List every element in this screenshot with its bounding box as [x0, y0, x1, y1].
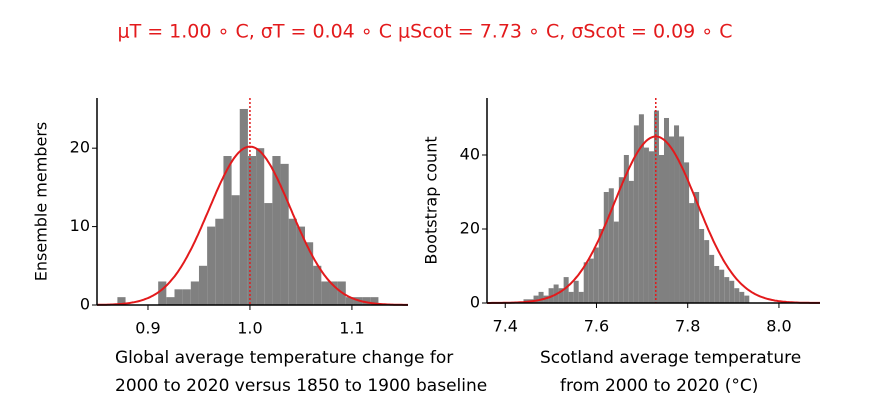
- x-tick-label: 7.8: [675, 317, 700, 336]
- fit-curve: [96, 145, 408, 306]
- y-axis-label: Ensemble members: [32, 122, 51, 281]
- bar: [689, 203, 695, 303]
- bar: [174, 289, 183, 305]
- bar: [223, 156, 232, 305]
- bar: [370, 297, 379, 305]
- y-tick-label: 40: [460, 144, 480, 163]
- x-axis-label: 2000 to 2020 versus 1850 to 1900 baselin…: [115, 376, 487, 396]
- bar: [272, 156, 281, 305]
- x-tick-label: 7.6: [584, 317, 609, 336]
- bar: [684, 162, 690, 303]
- bar: [578, 291, 584, 303]
- bar: [623, 154, 629, 303]
- bar: [247, 156, 257, 305]
- bar: [533, 295, 539, 303]
- fit-curve: [487, 135, 820, 304]
- bar: [739, 291, 745, 303]
- x-tick-label: 8.0: [766, 317, 791, 336]
- bar: [679, 136, 685, 303]
- y-tick-label: 0: [470, 293, 480, 312]
- bar: [744, 295, 750, 303]
- bar: [663, 117, 670, 303]
- y-tick-label: 0: [80, 295, 90, 314]
- bar: [207, 226, 216, 305]
- x-axis-label: Global average temperature change for: [115, 348, 453, 368]
- bar: [633, 125, 639, 303]
- bar: [166, 297, 175, 305]
- y-axis-label: Bootstrap count: [422, 136, 441, 264]
- bar: [190, 281, 199, 305]
- bar: [704, 240, 710, 303]
- y-tick-label: 20: [460, 218, 480, 237]
- bar: [674, 125, 680, 303]
- bar: [198, 265, 208, 305]
- bar: [568, 291, 574, 303]
- bar: [215, 218, 224, 305]
- bar: [280, 163, 289, 305]
- bar: [593, 247, 599, 303]
- bar: [558, 288, 564, 303]
- bar: [158, 281, 167, 305]
- bar: [719, 269, 725, 303]
- x-axis-label: Scotland average temperature: [540, 348, 801, 368]
- bar: [709, 254, 715, 303]
- bar: [573, 280, 579, 303]
- bar: [658, 154, 664, 303]
- bar: [648, 151, 654, 303]
- bar: [699, 228, 705, 303]
- bar: [603, 191, 609, 303]
- bar: [239, 108, 248, 306]
- bar: [231, 195, 240, 305]
- bar: [583, 262, 589, 303]
- x-tick-label: 1.0: [237, 319, 262, 338]
- x-tick-label: 1.1: [339, 319, 364, 338]
- bar: [296, 226, 306, 305]
- bar: [538, 291, 544, 303]
- bar: [608, 188, 614, 303]
- bar: [305, 242, 314, 305]
- bar: [669, 136, 675, 303]
- y-tick-label: 10: [70, 216, 90, 235]
- bar: [588, 258, 594, 303]
- bar: [598, 228, 604, 303]
- bar: [734, 288, 740, 303]
- bar: [182, 289, 191, 305]
- x-tick-label: 0.9: [135, 319, 160, 338]
- bar: [345, 297, 354, 305]
- bar: [313, 265, 322, 305]
- bar: [329, 281, 338, 305]
- bar: [729, 280, 735, 303]
- bar: [628, 180, 634, 303]
- x-tick-label: 7.4: [493, 317, 518, 336]
- bar: [362, 297, 371, 305]
- bar: [694, 191, 700, 303]
- bar: [714, 265, 720, 303]
- bar: [117, 297, 126, 305]
- bar: [618, 177, 624, 303]
- bar: [724, 277, 730, 303]
- bar: [256, 148, 265, 305]
- bar: [288, 218, 297, 305]
- bar: [264, 203, 273, 305]
- y-tick-label: 20: [70, 138, 90, 157]
- chart-title: μT = 1.00 ∘ C, σT = 0.04 ∘ C μScot = 7.7…: [117, 21, 732, 43]
- bar: [321, 281, 330, 305]
- bar: [643, 147, 649, 303]
- bar: [638, 114, 644, 303]
- bar: [563, 277, 569, 303]
- x-axis-label: from 2000 to 2020 (°C): [560, 376, 758, 396]
- bar: [613, 221, 619, 303]
